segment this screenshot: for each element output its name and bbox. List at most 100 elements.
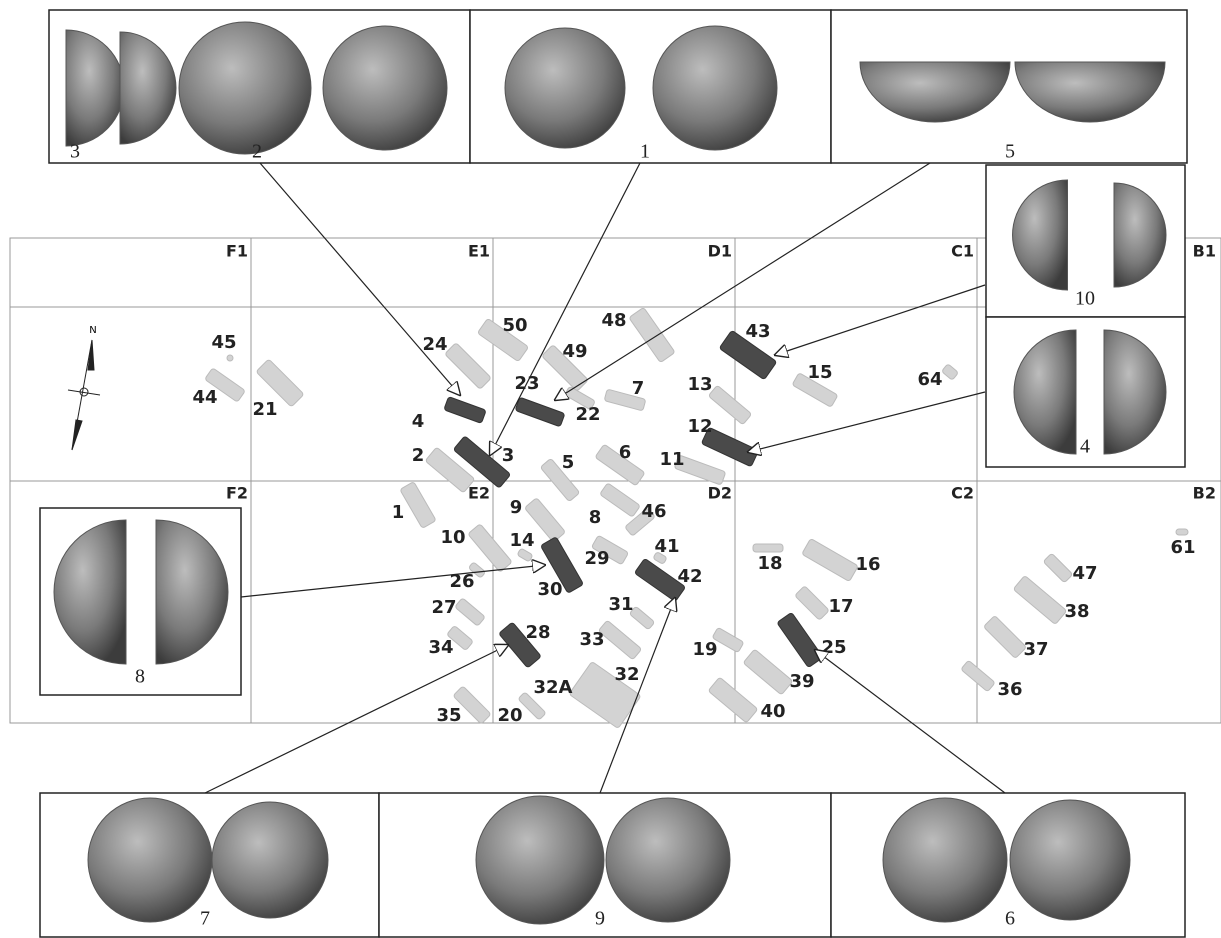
grave bbox=[635, 558, 685, 602]
grave-label: 18 bbox=[757, 553, 782, 574]
grave bbox=[455, 598, 485, 626]
coin bbox=[605, 797, 731, 923]
grave bbox=[447, 626, 473, 650]
coin bbox=[1009, 799, 1131, 921]
grave-label: 27 bbox=[431, 597, 456, 618]
grave-label: 39 bbox=[789, 671, 814, 692]
grave bbox=[942, 364, 958, 380]
grave-label: 29 bbox=[584, 548, 609, 569]
panel-label: 1 bbox=[640, 141, 650, 163]
panel-label: 7 bbox=[200, 908, 210, 930]
grave-label: 41 bbox=[654, 536, 679, 557]
panel-label: 5 bbox=[1005, 141, 1015, 163]
grave-label: 47 bbox=[1072, 563, 1097, 584]
grave-label: 10 bbox=[440, 527, 465, 548]
pointer-arrow bbox=[490, 162, 641, 455]
grave bbox=[569, 662, 641, 728]
grave bbox=[629, 307, 675, 363]
grave-label: 42 bbox=[677, 566, 702, 587]
panel-label: 2 bbox=[252, 141, 262, 163]
coin bbox=[178, 21, 312, 155]
grave-label: 19 bbox=[692, 639, 717, 660]
grave bbox=[1013, 576, 1067, 624]
grave-label: 22 bbox=[575, 404, 600, 425]
grave-label: 32A bbox=[534, 677, 573, 698]
grave-label: 46 bbox=[641, 501, 666, 522]
grave bbox=[515, 397, 565, 427]
grave-label: 50 bbox=[502, 315, 527, 336]
grave-label: 61 bbox=[1170, 537, 1195, 558]
grave bbox=[478, 318, 528, 362]
coin-fragment bbox=[859, 61, 1011, 123]
grave-label: 20 bbox=[497, 705, 522, 726]
panel-label: 4 bbox=[1080, 436, 1090, 458]
grave bbox=[517, 548, 533, 562]
grave-label: 36 bbox=[997, 679, 1022, 700]
pointer-arrow bbox=[599, 598, 675, 794]
grave-label: 49 bbox=[562, 341, 587, 362]
grid-label: F1 bbox=[226, 242, 248, 261]
coin bbox=[87, 797, 213, 923]
pointer-arrow bbox=[204, 645, 508, 794]
grave bbox=[469, 562, 485, 578]
panel-label: 8 bbox=[135, 666, 145, 688]
grid-label: B1 bbox=[1193, 242, 1216, 261]
grave bbox=[445, 343, 491, 389]
coin-fragment bbox=[1012, 179, 1068, 291]
grave bbox=[540, 458, 580, 502]
grave-label: 3 bbox=[502, 445, 515, 466]
grave bbox=[542, 345, 588, 391]
coin-fragment bbox=[1014, 61, 1166, 123]
grave-label: 7 bbox=[632, 378, 645, 399]
grave bbox=[499, 622, 541, 668]
coin bbox=[652, 25, 778, 151]
pointer-arrow bbox=[775, 284, 986, 355]
grave-label: 43 bbox=[745, 321, 770, 342]
grave-label: 31 bbox=[608, 594, 633, 615]
coin bbox=[504, 27, 626, 149]
coin-fragment bbox=[155, 519, 229, 665]
grave-label: 12 bbox=[687, 416, 712, 437]
grave bbox=[600, 483, 640, 517]
grave bbox=[792, 373, 838, 407]
grave bbox=[400, 482, 436, 528]
pointer-arrow bbox=[259, 162, 460, 395]
grave bbox=[453, 686, 491, 724]
pointer-arrow bbox=[555, 162, 931, 400]
grid-label: E2 bbox=[468, 484, 490, 503]
panel-label: 10 bbox=[1075, 288, 1095, 310]
grave bbox=[708, 385, 752, 425]
grave bbox=[625, 508, 655, 536]
grave-label: 33 bbox=[579, 629, 604, 650]
grave bbox=[701, 427, 759, 467]
north-arrow bbox=[67, 339, 101, 451]
grave bbox=[712, 627, 744, 653]
grave-label: 21 bbox=[252, 399, 277, 420]
panel-label: 6 bbox=[1005, 908, 1015, 930]
grave-label: 8 bbox=[589, 507, 602, 528]
grave-label: 28 bbox=[525, 622, 550, 643]
grave-label: 64 bbox=[917, 369, 942, 390]
grave-label: 35 bbox=[436, 705, 461, 726]
grave bbox=[226, 354, 234, 362]
grave bbox=[541, 537, 583, 593]
grave-label: 1 bbox=[392, 502, 405, 523]
coin-fragment bbox=[119, 31, 177, 145]
grave bbox=[425, 447, 475, 493]
grave bbox=[802, 539, 858, 581]
grave-label: 13 bbox=[687, 374, 712, 395]
grave bbox=[453, 436, 511, 488]
grave bbox=[525, 498, 565, 542]
grave-label: 40 bbox=[760, 701, 785, 722]
grave-label: 44 bbox=[192, 387, 217, 408]
grave-label: 26 bbox=[449, 571, 474, 592]
grave bbox=[1043, 553, 1073, 583]
grid-label: C1 bbox=[951, 242, 974, 261]
grid-label: F2 bbox=[226, 484, 248, 503]
grave bbox=[984, 616, 1026, 658]
north-label: N bbox=[89, 325, 96, 336]
grave bbox=[1175, 528, 1189, 536]
grave bbox=[256, 359, 304, 407]
